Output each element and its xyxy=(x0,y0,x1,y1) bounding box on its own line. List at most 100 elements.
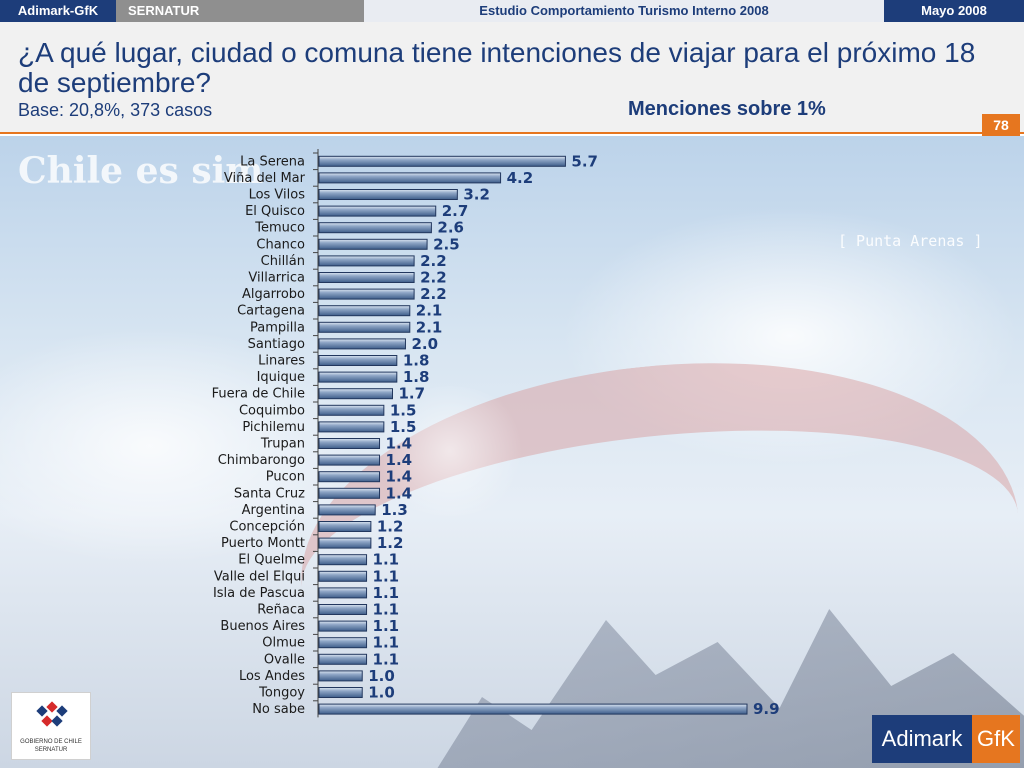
category-label: Chillán xyxy=(261,254,305,269)
category-label: Tongoy xyxy=(258,686,305,701)
value-label: 1.5 xyxy=(390,401,417,419)
date-label: Mayo 2008 xyxy=(884,0,1024,22)
bar xyxy=(318,404,385,416)
bars-layer: La Serena 5.7 Viña del Mar 4.2 Los Vilos 3.2 E… xyxy=(212,149,780,718)
value-label: 1.7 xyxy=(398,385,425,403)
bar xyxy=(318,288,415,300)
bar xyxy=(318,703,748,715)
bar xyxy=(318,438,381,449)
bar xyxy=(318,189,458,200)
category-label: Reñaca xyxy=(257,603,305,618)
value-label: 1.0 xyxy=(368,684,395,702)
bar xyxy=(318,305,411,317)
bar xyxy=(318,471,381,483)
bar xyxy=(318,172,502,184)
category-label: Villarrica xyxy=(248,271,305,286)
background-panorama: Chile es sim [ Punta Arenas ] xyxy=(0,136,1024,768)
bar xyxy=(318,421,385,433)
value-label: 1.4 xyxy=(386,435,413,453)
category-label: Linares xyxy=(258,354,305,369)
category-label: El Quelme xyxy=(238,553,305,568)
bar xyxy=(318,604,368,615)
category-label: Chimbarongo xyxy=(218,453,305,468)
category-label: Fuera de Chile xyxy=(212,387,305,402)
star-glow-decoration xyxy=(370,386,530,516)
bar xyxy=(318,570,368,582)
bar xyxy=(318,504,376,516)
value-label: 1.2 xyxy=(377,518,404,536)
category-label: Chanco xyxy=(256,237,305,252)
page-number: 78 xyxy=(982,114,1020,136)
bar xyxy=(318,338,406,350)
category-label: Los Vilos xyxy=(249,188,306,203)
menciones-note: Menciones sobre 1% xyxy=(628,98,826,120)
cloud-decoration xyxy=(560,206,1020,466)
value-label: 5.7 xyxy=(571,152,598,170)
category-label: Iquique xyxy=(257,370,305,385)
value-label: 2.7 xyxy=(442,202,469,220)
category-label: Pucon xyxy=(266,470,305,485)
value-label: 9.9 xyxy=(753,700,780,718)
category-label: Cartagena xyxy=(237,304,305,319)
cloud-decoration xyxy=(0,326,360,566)
value-label: 2.2 xyxy=(420,252,447,270)
category-label: La Serena xyxy=(240,154,305,169)
category-label: Trupan xyxy=(260,437,305,452)
bar xyxy=(318,388,393,400)
value-label: 1.8 xyxy=(403,368,430,386)
bar xyxy=(318,454,381,466)
bar xyxy=(318,653,368,665)
category-label: Santa Cruz xyxy=(234,486,305,501)
bar xyxy=(318,205,437,217)
gfk-logo-text: GfK xyxy=(972,715,1020,763)
value-label: 2.0 xyxy=(411,335,438,353)
bar xyxy=(318,637,368,649)
gobierno-text: GOBIERNO DE CHILE xyxy=(20,739,82,745)
value-label: 1.1 xyxy=(373,634,400,652)
top-bar: Adimark-GfK SERNATUR Estudio Comportamie… xyxy=(0,0,1024,22)
client-label: SERNATUR xyxy=(116,0,364,22)
category-label: Los Andes xyxy=(239,669,305,684)
value-label: 1.4 xyxy=(386,484,413,502)
category-label: Concepción xyxy=(229,520,305,535)
value-label: 1.1 xyxy=(373,567,400,585)
bar xyxy=(318,487,381,499)
value-label: 2.5 xyxy=(433,235,460,253)
slide-title: ¿A qué lugar, ciudad o comuna tiene inte… xyxy=(18,37,976,98)
bar xyxy=(318,371,398,383)
bar xyxy=(318,272,415,283)
value-label: 2.2 xyxy=(420,269,447,287)
brand-label: Adimark-GfK xyxy=(0,0,116,22)
destination-bar-chart: La Serena 5.7 Viña del Mar 4.2 Los Vilos 3.2 E… xyxy=(212,149,780,718)
gobierno-logo: GOBIERNO DE CHILE SERNATUR xyxy=(11,692,91,760)
category-label: Temuco xyxy=(254,221,305,236)
study-label: Estudio Comportamiento Turismo Interno 2… xyxy=(364,0,884,22)
value-label: 2.6 xyxy=(437,219,464,237)
category-label: Coquimbo xyxy=(239,403,305,418)
punta-arenas-watermark: [ Punta Arenas ] xyxy=(838,232,983,250)
category-label: Isla de Pascua xyxy=(213,586,305,601)
adimark-gfk-logo: Adimark GfK xyxy=(872,715,1020,763)
value-label: 2.1 xyxy=(416,302,443,320)
bar xyxy=(318,238,428,250)
value-label: 1.4 xyxy=(386,468,413,486)
category-label: Algarrobo xyxy=(242,287,305,302)
bar xyxy=(318,554,368,566)
adimark-logo-text: Adimark xyxy=(872,715,972,763)
bar xyxy=(318,687,363,698)
category-label: Santiago xyxy=(248,337,305,352)
category-label: Buenos Aires xyxy=(220,619,305,634)
bar xyxy=(318,670,363,682)
value-label: 3.2 xyxy=(463,186,490,204)
chile-watermark: Chile es sim xyxy=(18,150,264,192)
category-label: Valle del Elqui xyxy=(214,569,305,584)
value-label: 1.1 xyxy=(373,650,400,668)
category-label: Ovalle xyxy=(264,652,305,667)
bar xyxy=(318,321,411,333)
bar xyxy=(318,255,415,267)
category-label: Olmue xyxy=(262,636,305,651)
value-label: 1.3 xyxy=(381,501,408,519)
slide-header: ¿A qué lugar, ciudad o comuna tiene inte… xyxy=(0,22,1024,134)
value-label: 1.1 xyxy=(373,584,400,602)
category-label: No sabe xyxy=(252,702,305,717)
